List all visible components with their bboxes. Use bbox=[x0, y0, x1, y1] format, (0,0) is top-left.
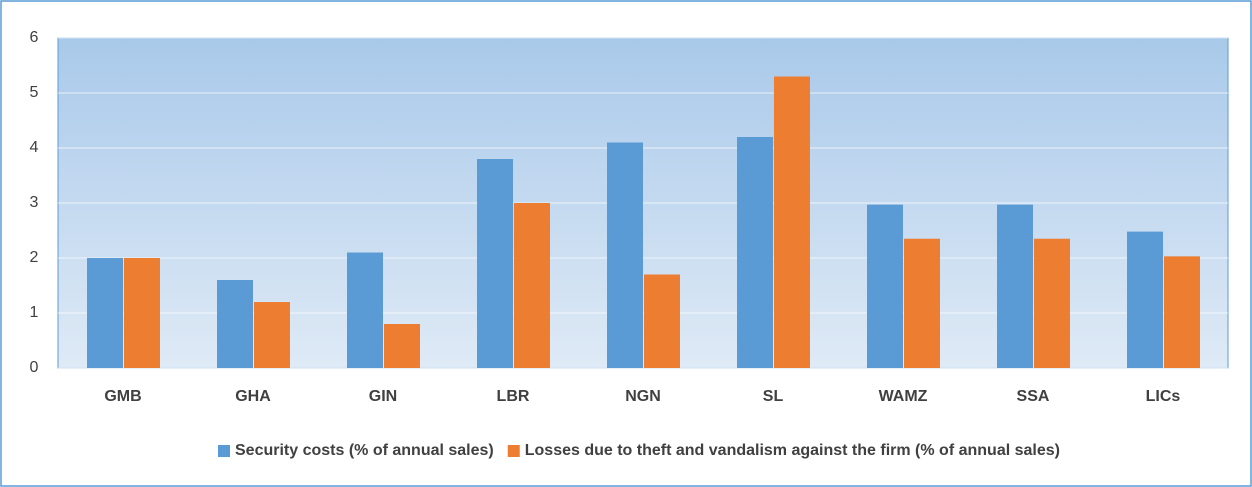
x-tick-label: WAMZ bbox=[879, 388, 928, 405]
y-tick-label: 2 bbox=[30, 249, 39, 266]
bar bbox=[644, 274, 680, 368]
bar bbox=[477, 159, 513, 368]
bar bbox=[1034, 238, 1070, 368]
bar bbox=[124, 258, 160, 368]
x-tick-label: SSA bbox=[1017, 388, 1050, 405]
x-tick-label: GMB bbox=[104, 388, 141, 405]
y-tick-label: 0 bbox=[30, 359, 39, 376]
y-tick-label: 6 bbox=[30, 29, 39, 46]
bar bbox=[87, 258, 123, 368]
legend-label: Losses due to theft and vandalism agains… bbox=[525, 442, 1060, 459]
x-tick-label: GHA bbox=[235, 388, 271, 405]
legend-swatch bbox=[218, 445, 230, 457]
legend-label: Security costs (% of annual sales) bbox=[235, 442, 494, 459]
bar bbox=[607, 142, 643, 368]
y-tick-label: 4 bbox=[30, 139, 39, 156]
bar bbox=[737, 137, 773, 368]
bar bbox=[774, 76, 810, 368]
y-tick-label: 1 bbox=[30, 304, 39, 321]
y-tick-label: 5 bbox=[30, 84, 39, 101]
bar bbox=[384, 324, 420, 368]
x-tick-label: SL bbox=[763, 388, 784, 405]
bar bbox=[347, 252, 383, 368]
bar bbox=[1164, 256, 1200, 368]
bar bbox=[904, 238, 940, 368]
y-tick-label: 3 bbox=[30, 194, 39, 211]
x-tick-label: GIN bbox=[369, 388, 397, 405]
x-tick-label: LBR bbox=[497, 388, 530, 405]
legend-swatch bbox=[507, 445, 520, 457]
bar bbox=[217, 280, 253, 368]
x-tick-label: LICs bbox=[1146, 388, 1181, 405]
x-tick-label: NGN bbox=[625, 388, 661, 405]
bar bbox=[1127, 231, 1163, 368]
bar bbox=[514, 203, 550, 368]
bar bbox=[254, 302, 290, 368]
bar bbox=[997, 204, 1033, 368]
bar bbox=[867, 204, 903, 368]
